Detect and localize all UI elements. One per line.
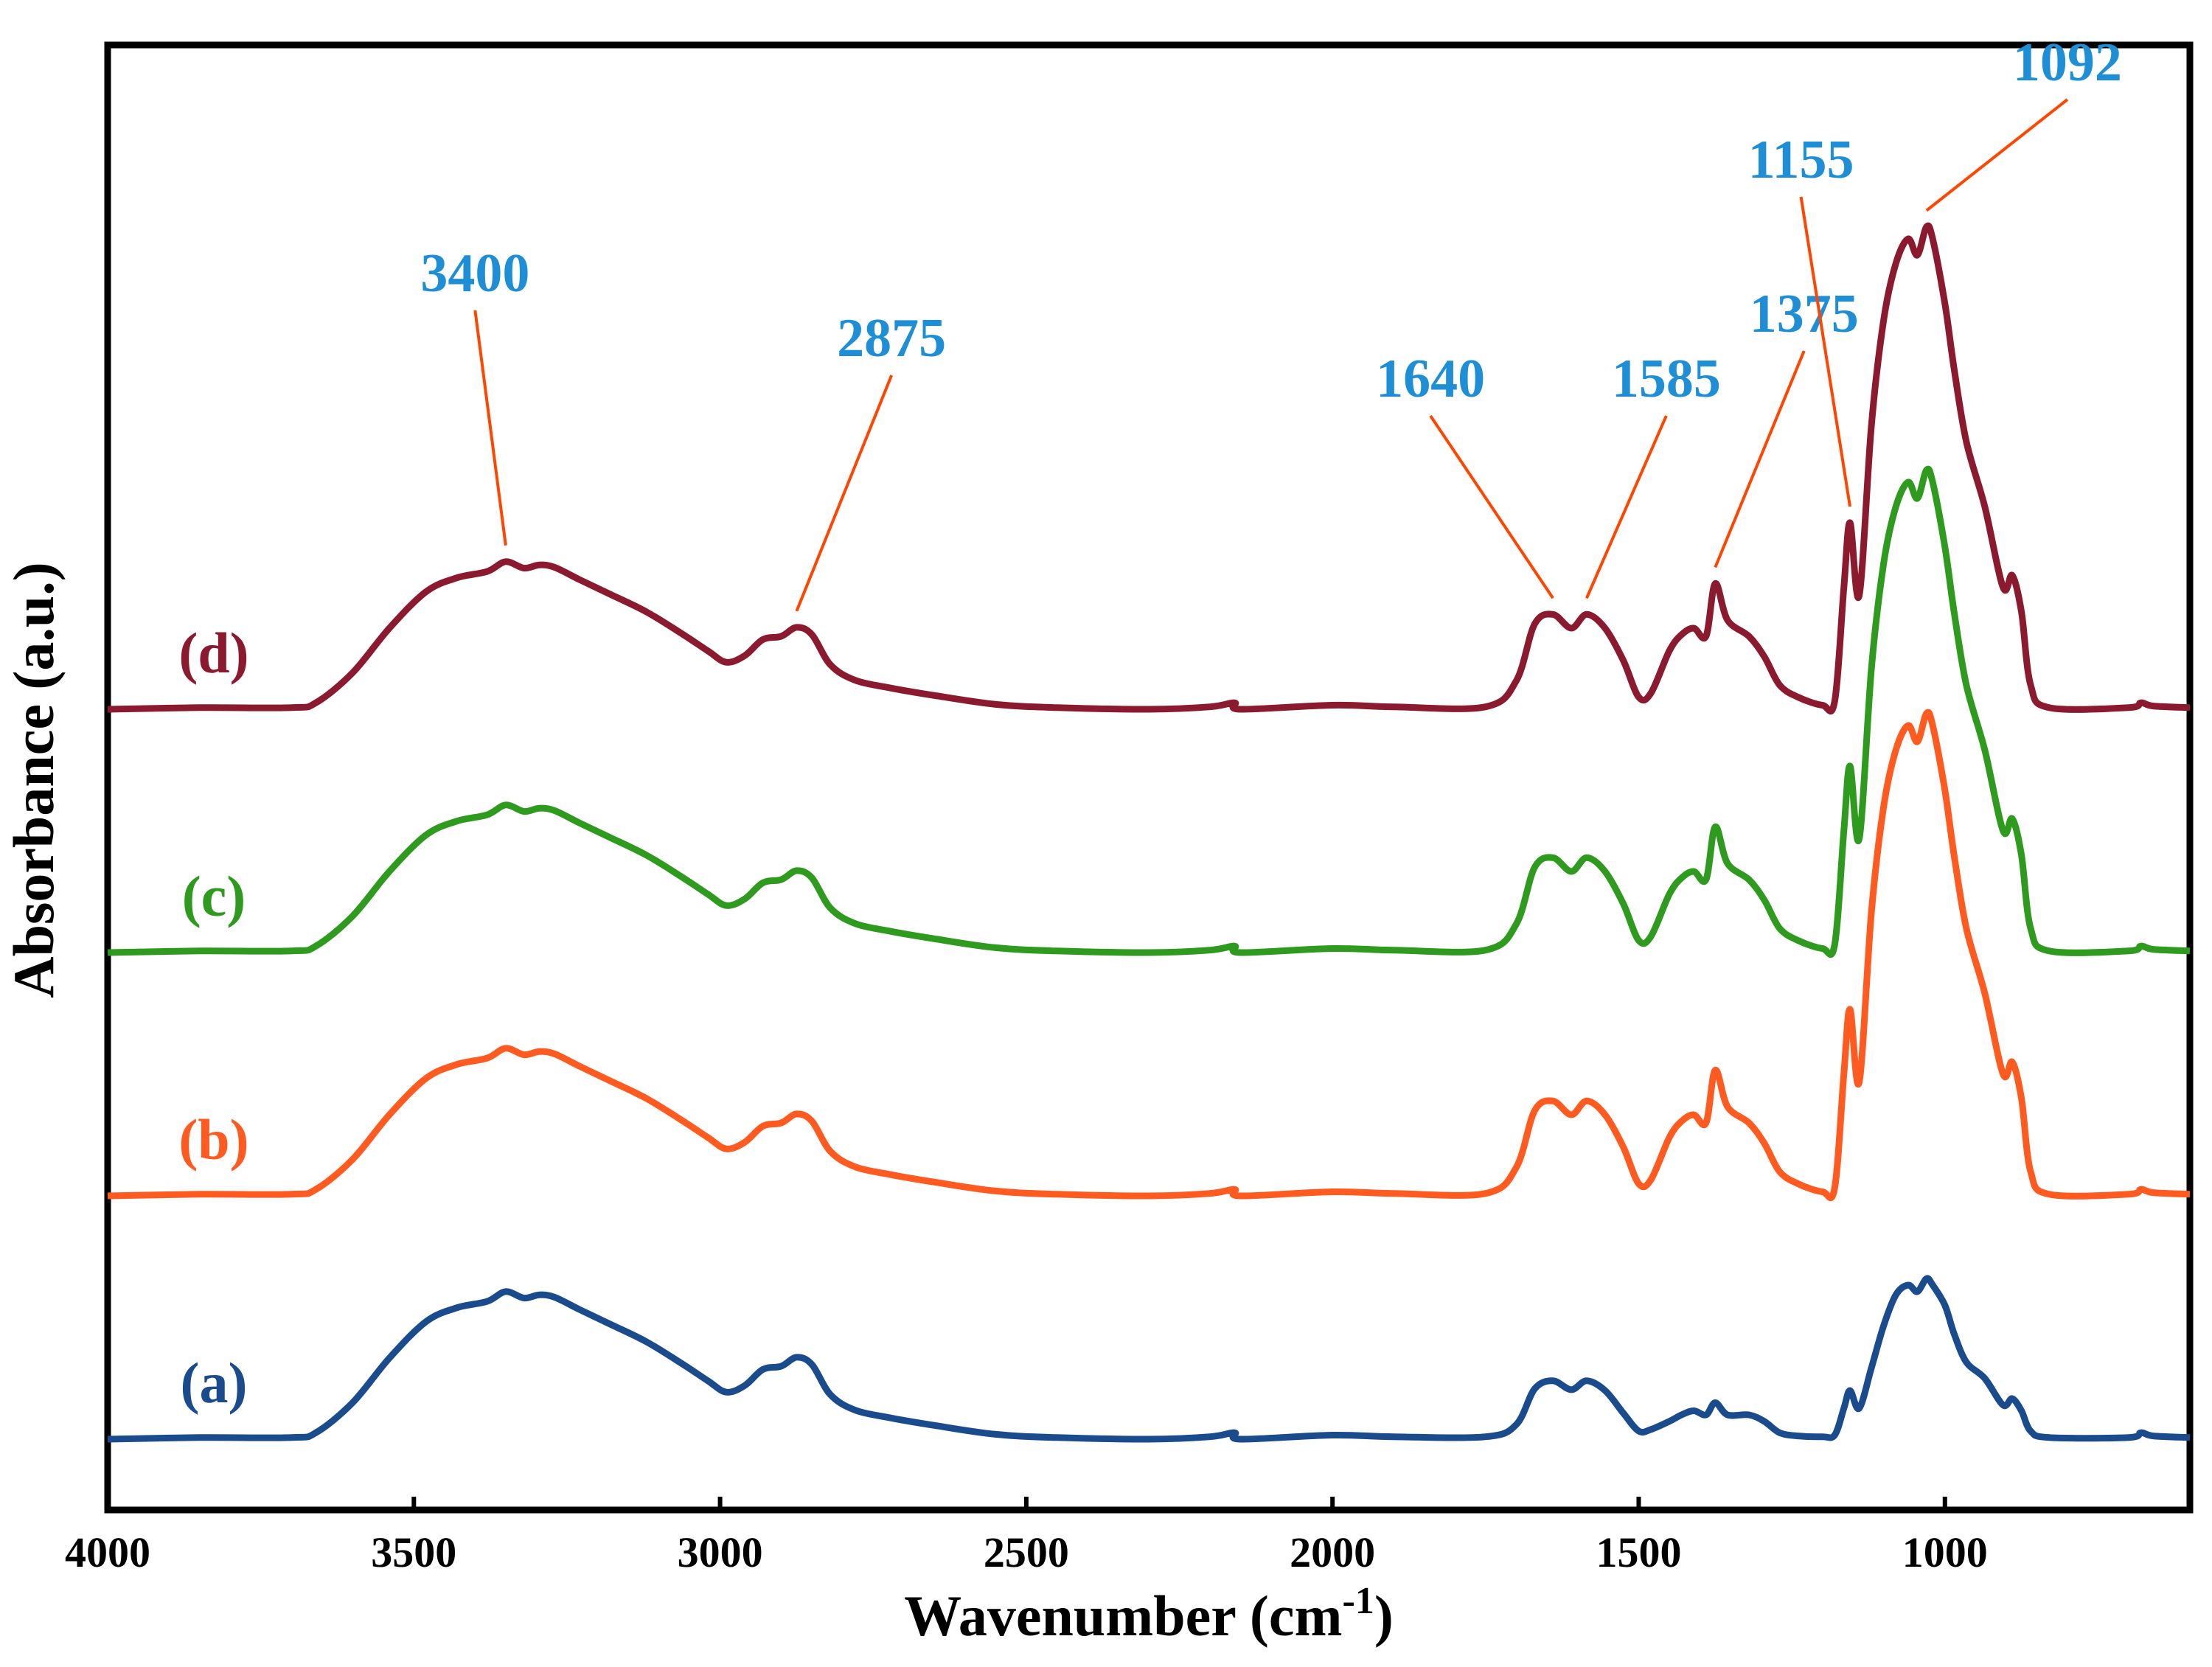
- x-tick-label: 4000: [65, 1528, 150, 1576]
- series-label: (d): [178, 621, 248, 685]
- y-axis-title: Absorbance (a.u.): [1, 562, 66, 998]
- peak-leader-line: [1714, 350, 1806, 568]
- series-line-d: [107, 222, 2191, 715]
- series-label: (a): [181, 1351, 248, 1415]
- x-tick-label: 1000: [1902, 1528, 1988, 1576]
- x-tick-label: 1500: [1596, 1528, 1681, 1576]
- peak-leader-line: [1585, 415, 1668, 599]
- peak-label: 1375: [1750, 284, 1859, 344]
- peak-leader-line: [1429, 414, 1554, 599]
- peak-label: 2875: [837, 308, 946, 369]
- peak-leader-line: [1925, 98, 2069, 212]
- peak-leader-line: [1799, 196, 1851, 507]
- plot-frame: [104, 41, 2194, 1514]
- peak-leader-line: [795, 375, 894, 612]
- peak-label: 1640: [1376, 349, 1485, 409]
- series-label: (c): [182, 864, 246, 928]
- peak-label: 3400: [420, 243, 529, 304]
- series-line-a: [107, 1275, 2191, 1443]
- x-tick-label: 3000: [678, 1528, 763, 1576]
- peak-label: 1155: [1748, 130, 1854, 190]
- peak-label: 1092: [2013, 32, 2122, 93]
- series-line-c: [107, 465, 2191, 958]
- series-line-b: [107, 709, 2191, 1202]
- x-tick-label: 2000: [1290, 1528, 1375, 1576]
- x-tick-label: 3500: [371, 1528, 456, 1576]
- peak-label: 1585: [1612, 349, 1721, 409]
- peak-leader-line: [473, 310, 507, 546]
- series-label: (b): [178, 1107, 248, 1172]
- x-axis-title: Wavenumber (cm-1): [904, 1580, 1394, 1648]
- x-tick-label: 2500: [984, 1528, 1069, 1576]
